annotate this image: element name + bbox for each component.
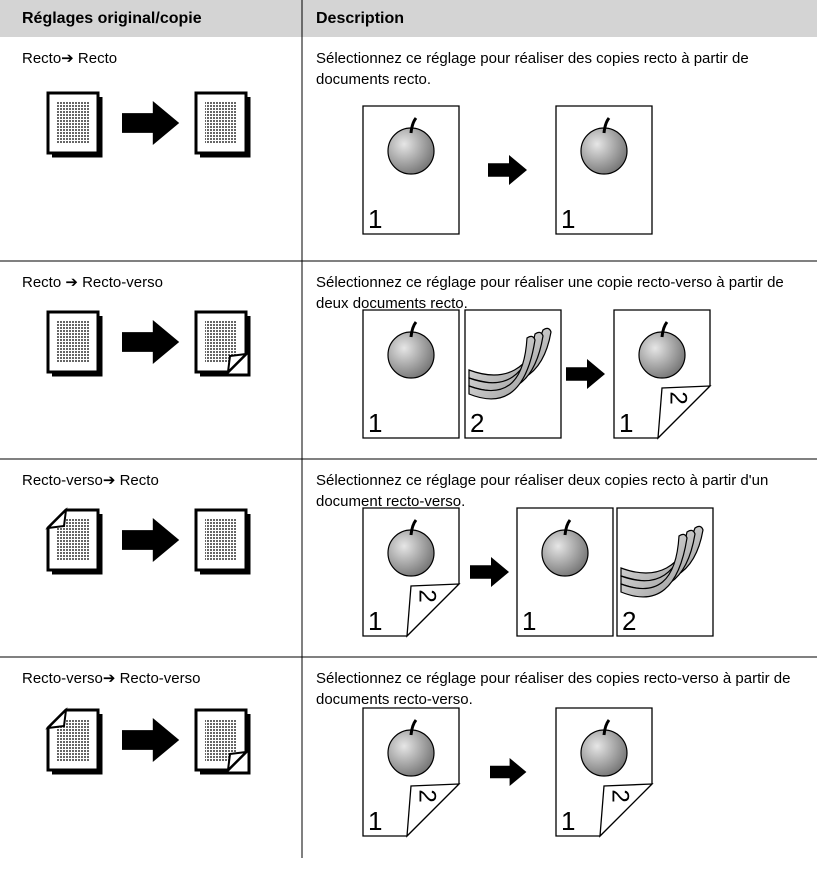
description: Sélectionnez ce réglage pour réaliser de… [316, 50, 749, 88]
description: Sélectionnez ce réglage pour réaliser un… [316, 274, 784, 312]
apple-stem [409, 719, 418, 736]
banana [468, 335, 536, 400]
page-fold [599, 783, 654, 838]
icon-shadow [200, 714, 251, 775]
setting-label: Recto➔ Recto [22, 50, 118, 67]
arrow [470, 557, 509, 587]
arrow [488, 155, 527, 185]
page-number: 2 [622, 606, 636, 636]
icon-fold [45, 507, 68, 530]
apple-stem [563, 519, 572, 536]
page-number: 1 [561, 204, 575, 234]
apple [638, 331, 686, 379]
arrow [122, 518, 180, 562]
icon-halftone [205, 519, 237, 561]
page-number-back: 2 [607, 789, 634, 802]
description: Sélectionnez ce réglage pour réaliser de… [316, 670, 791, 708]
header-cell: Réglages original/copie [22, 10, 202, 27]
icon-shadow [52, 714, 103, 775]
setting-label: Recto-verso➔ Recto [22, 472, 159, 489]
page-number: 1 [522, 606, 536, 636]
icon-halftone [57, 321, 89, 363]
icon-shadow [200, 316, 251, 377]
page-number: 1 [368, 408, 382, 438]
icon-shadow [52, 97, 103, 158]
banana [620, 533, 688, 598]
page-number: 1 [368, 606, 382, 636]
apple [541, 529, 589, 577]
apple-stem [409, 519, 418, 536]
arrow [490, 758, 527, 786]
icon-halftone [205, 102, 237, 144]
apple [580, 127, 628, 175]
header-cell: Description [316, 10, 405, 27]
page-fold [406, 583, 461, 638]
arrow [122, 101, 180, 145]
arrow [122, 320, 180, 364]
page-number: 1 [368, 204, 382, 234]
apple [580, 729, 628, 777]
apple-stem [602, 719, 611, 736]
apple [387, 529, 435, 577]
page-number-back: 2 [414, 589, 441, 602]
icon-shadow [200, 514, 251, 575]
icon-fold [226, 750, 249, 773]
icon-fold [45, 707, 68, 730]
page-number: 2 [470, 408, 484, 438]
page-fold [406, 783, 461, 838]
icon-halftone [57, 102, 89, 144]
setting-label: Recto-verso➔ Recto-verso [22, 670, 201, 687]
header-bg [0, 0, 817, 37]
page-number: 1 [368, 806, 382, 836]
page-number: 1 [619, 408, 633, 438]
description: Sélectionnez ce réglage pour réaliser de… [316, 472, 769, 510]
arrow [122, 718, 180, 762]
apple [387, 729, 435, 777]
apple [387, 331, 435, 379]
page-number-back: 2 [414, 789, 441, 802]
icon-shadow [200, 97, 251, 158]
arrow [566, 359, 605, 389]
setting-label: Recto ➔ Recto-verso [22, 274, 163, 291]
apple-stem [409, 117, 418, 134]
page-number-back: 2 [665, 391, 692, 404]
apple-stem [409, 321, 418, 338]
page-fold [657, 385, 712, 440]
icon-shadow [52, 514, 103, 575]
apple-stem [602, 117, 611, 134]
icon-shadow [52, 316, 103, 377]
apple [387, 127, 435, 175]
page-number: 1 [561, 806, 575, 836]
apple-stem [660, 321, 669, 338]
icon-fold [226, 352, 249, 375]
